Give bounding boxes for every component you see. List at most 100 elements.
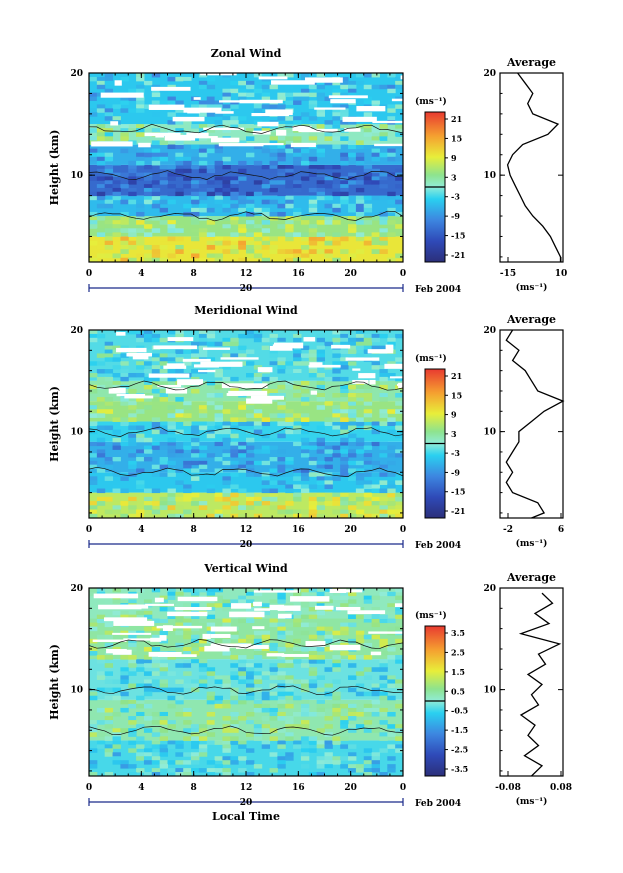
heatmap-cell bbox=[96, 136, 106, 141]
heatmap-cell bbox=[316, 476, 325, 481]
heatmap-cell bbox=[261, 634, 271, 640]
heatmap-cell bbox=[175, 687, 184, 693]
heatmap-cell bbox=[191, 683, 200, 689]
heatmap-cell bbox=[214, 703, 223, 709]
heatmap-cell bbox=[253, 687, 263, 693]
heatmap-cell bbox=[183, 76, 192, 82]
heatmap-cell bbox=[387, 88, 396, 94]
heatmap-cell bbox=[395, 748, 403, 753]
heatmap-cell bbox=[151, 160, 161, 166]
heatmap-cell bbox=[308, 92, 318, 98]
heatmap-cell bbox=[363, 464, 373, 469]
heatmap-cell bbox=[151, 630, 161, 636]
heatmap-cell bbox=[387, 207, 396, 213]
heatmap-cell bbox=[198, 683, 208, 689]
heatmap-cell bbox=[379, 659, 388, 664]
heatmap-cell bbox=[261, 646, 271, 652]
heatmap-cell bbox=[379, 441, 388, 447]
heatmap-cell bbox=[348, 397, 357, 402]
heatmap-cell bbox=[89, 732, 98, 737]
heatmap-cell bbox=[379, 152, 388, 158]
heatmap-cell bbox=[269, 353, 278, 358]
heatmap-cell bbox=[261, 148, 271, 154]
heatmap-cell bbox=[214, 740, 223, 745]
heatmap-cell bbox=[371, 607, 380, 612]
heatmap-cell bbox=[395, 736, 403, 741]
x-tick-label: 20 bbox=[344, 783, 357, 793]
heatmap-cell bbox=[151, 100, 161, 105]
heatmap-cell bbox=[175, 187, 184, 193]
average-y-tick-label: 20 bbox=[483, 69, 496, 79]
heatmap-cell bbox=[269, 144, 278, 150]
heatmap-cell bbox=[198, 257, 208, 262]
heatmap-cell bbox=[269, 180, 278, 185]
average-title: Average bbox=[506, 571, 556, 584]
heatmap-cell bbox=[371, 84, 380, 90]
heatmap-cell bbox=[214, 595, 223, 600]
heatmap-cell bbox=[387, 417, 396, 422]
heatmap-cell bbox=[332, 393, 341, 398]
zero-contour bbox=[89, 170, 403, 180]
heatmap-cell bbox=[355, 393, 365, 398]
heatmap-cell bbox=[363, 413, 373, 418]
heatmap-cell bbox=[277, 699, 286, 705]
heatmap-cell bbox=[167, 199, 176, 205]
heatmap-cell bbox=[198, 724, 208, 729]
heatmap-cell bbox=[395, 76, 403, 82]
heatmap-cell bbox=[136, 220, 145, 225]
heatmap-cell bbox=[300, 764, 310, 769]
heatmap-cell bbox=[206, 603, 216, 608]
heatmap-cell bbox=[340, 330, 349, 335]
heatmap-cell bbox=[371, 768, 380, 773]
heatmap-cell bbox=[246, 207, 255, 213]
heatmap-cell bbox=[285, 468, 294, 473]
heatmap-cell bbox=[128, 191, 137, 197]
heatmap-cell bbox=[222, 699, 231, 705]
heatmap-cell bbox=[379, 468, 388, 473]
heatmap-cell bbox=[128, 437, 137, 443]
heatmap-cell bbox=[104, 345, 114, 351]
heatmap-cell bbox=[269, 244, 278, 250]
heatmap-cell bbox=[332, 703, 341, 709]
heatmap-cell bbox=[285, 472, 294, 477]
heatmap-cell bbox=[269, 492, 278, 498]
heatmap-cell bbox=[128, 614, 137, 619]
heatmap-cell bbox=[104, 224, 114, 229]
heatmap-cell bbox=[253, 191, 263, 197]
heatmap-cell bbox=[246, 413, 255, 418]
heatmap-cell bbox=[293, 513, 302, 518]
heatmap-cell bbox=[253, 413, 263, 418]
heatmap-cell bbox=[198, 768, 208, 773]
heatmap-cell bbox=[395, 607, 403, 612]
heatmap-cell bbox=[120, 421, 129, 427]
missing-data bbox=[253, 590, 300, 593]
y-tick-label: 20 bbox=[70, 69, 83, 79]
heatmap-cell bbox=[104, 457, 114, 462]
heatmap-cell bbox=[363, 728, 373, 733]
heatmap-cell bbox=[348, 513, 357, 518]
heatmap-cell bbox=[191, 180, 200, 185]
heatmap-cell bbox=[379, 144, 388, 150]
heatmap-cell bbox=[230, 191, 239, 197]
heatmap-cell bbox=[379, 345, 388, 351]
heatmap-cell bbox=[159, 638, 168, 644]
heatmap-cell bbox=[308, 748, 318, 753]
heatmap-cell bbox=[230, 120, 239, 125]
heatmap-cell bbox=[332, 756, 341, 761]
heatmap-cell bbox=[363, 618, 373, 624]
heatmap-cell bbox=[120, 240, 129, 246]
heatmap-cell bbox=[214, 240, 223, 246]
heatmap-cell bbox=[355, 140, 365, 146]
heatmap-cell bbox=[371, 156, 380, 162]
heatmap-cell bbox=[136, 425, 145, 431]
heatmap-cell bbox=[222, 638, 231, 644]
heatmap-cell bbox=[277, 211, 286, 217]
heatmap-cell bbox=[206, 168, 216, 174]
heatmap-cell bbox=[348, 409, 357, 414]
heatmap-cell bbox=[355, 638, 365, 644]
heatmap-cell bbox=[293, 610, 302, 616]
heatmap-cell bbox=[136, 468, 145, 473]
heatmap-cell bbox=[89, 659, 98, 664]
heatmap-cell bbox=[308, 249, 318, 254]
heatmap-cell bbox=[238, 168, 247, 174]
